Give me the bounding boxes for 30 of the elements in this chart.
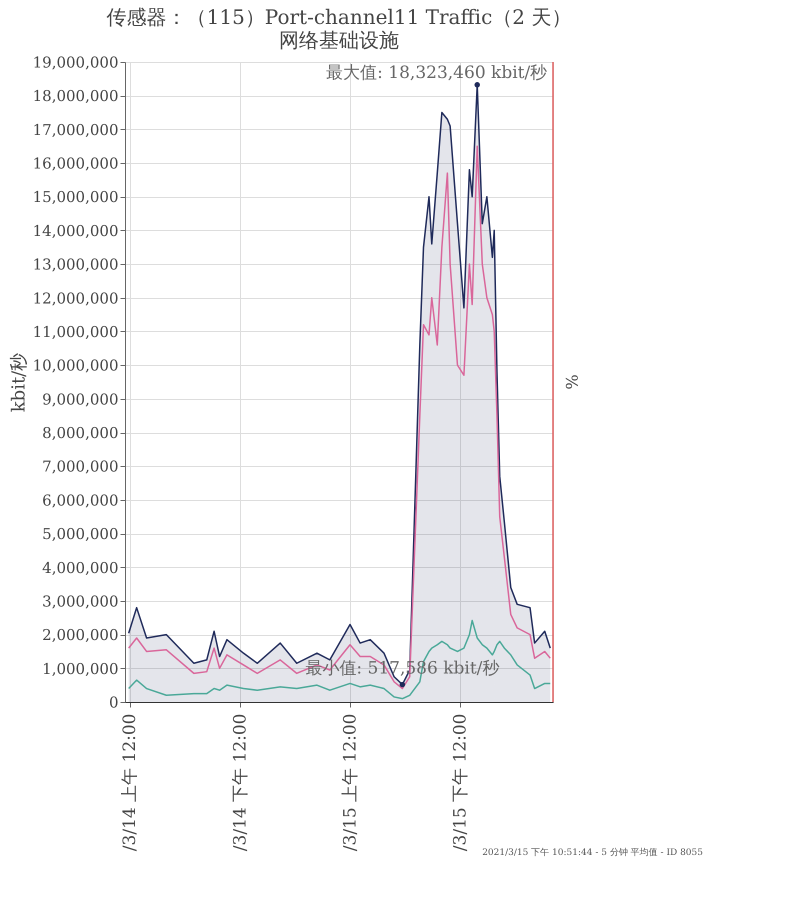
x-tick-label: /3/15 上午 12:00 bbox=[340, 714, 361, 852]
y2-axis-title: % bbox=[562, 374, 581, 390]
y-tick-label: 1,000,000 bbox=[42, 660, 118, 678]
y-tick-label: 7,000,000 bbox=[42, 458, 118, 476]
y-tick-label: 3,000,000 bbox=[42, 592, 118, 610]
y-tick-label: 10,000,000 bbox=[32, 356, 118, 375]
y-tick-label: 11,000,000 bbox=[32, 322, 118, 341]
y-tick-label: 18,000,000 bbox=[32, 87, 118, 106]
x-tick-label: /3/15 下午 12:00 bbox=[450, 714, 471, 852]
chart-title: 传感器：（115）Port-channel11 Traffic（2 天） bbox=[106, 5, 572, 29]
y-tick-label: 13,000,000 bbox=[32, 256, 118, 274]
y-tick-label: 14,000,000 bbox=[32, 222, 118, 240]
y-tick-label: 15,000,000 bbox=[32, 188, 118, 206]
y-tick-label: 12,000,000 bbox=[32, 289, 118, 308]
y-tick-label: 5,000,000 bbox=[42, 525, 118, 544]
annotation: 最大值: 18,323,460 kbit/秒 bbox=[326, 62, 548, 83]
y-tick-label: 19,000,000 bbox=[32, 54, 118, 72]
y-tick-label: 9,000,000 bbox=[42, 390, 118, 408]
y-tick-label: 4,000,000 bbox=[42, 558, 118, 577]
y-tick-label: 2,000,000 bbox=[42, 626, 118, 644]
x-tick-label: /3/14 下午 12:00 bbox=[230, 714, 250, 852]
y-tick-label: 16,000,000 bbox=[32, 154, 118, 173]
y-tick-label: 6,000,000 bbox=[42, 491, 118, 510]
y-tick-label: 0 bbox=[108, 694, 118, 712]
y-axis-title: kbit/秒 bbox=[8, 352, 30, 412]
y-tick-label: 8,000,000 bbox=[42, 424, 118, 442]
x-tick-label: /3/14 上午 12:00 bbox=[120, 714, 140, 852]
y-tick-label: 17,000,000 bbox=[32, 120, 118, 139]
chart-subtitle: 网络基础设施 bbox=[279, 28, 399, 52]
text: 2021/3/15 下午 10:51:44 - 5 分钟 平均值 - ID 8055 bbox=[482, 847, 704, 858]
